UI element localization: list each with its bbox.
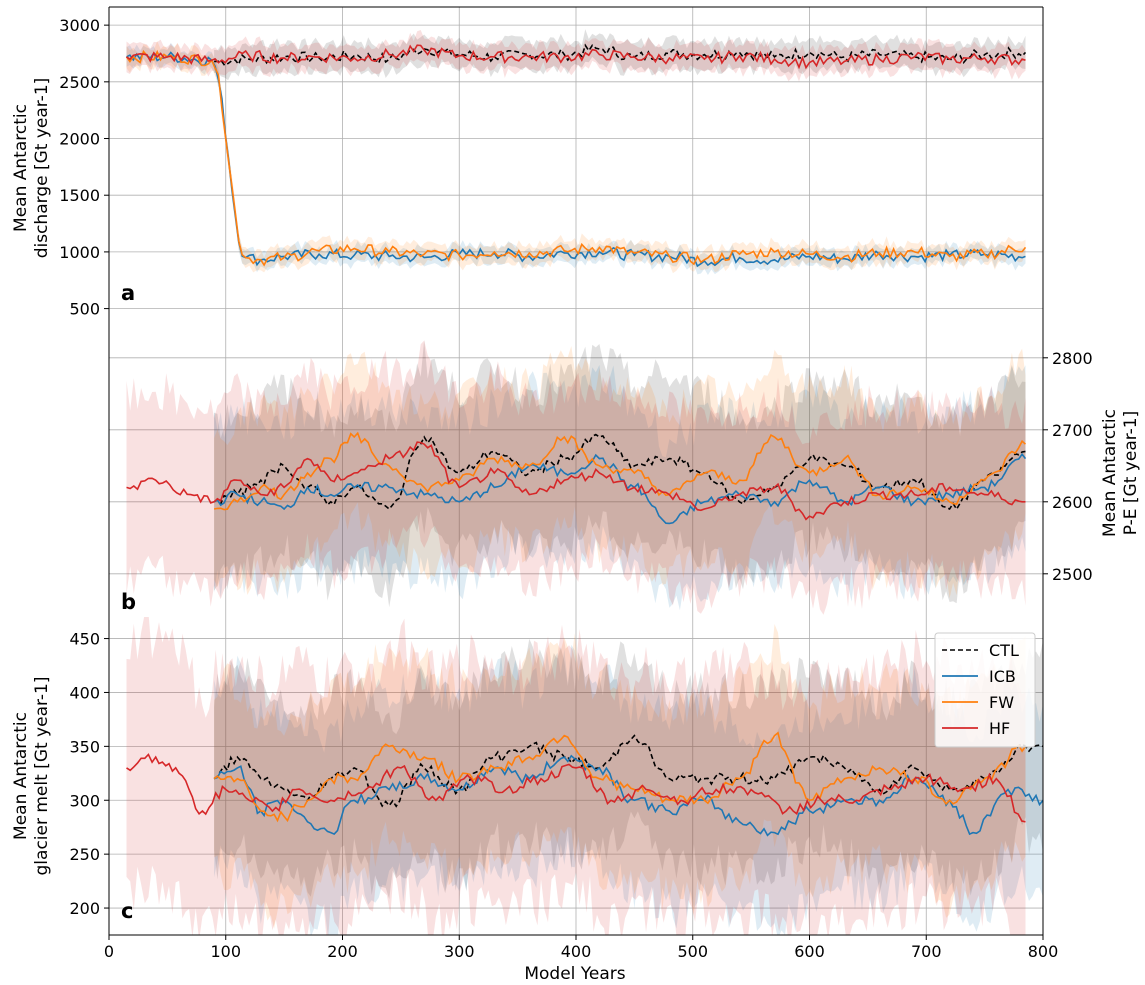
y-tick-label: 2600	[1052, 493, 1093, 512]
legend-entry-fw: FW	[942, 693, 1014, 712]
legend-label-hf: HF	[989, 719, 1010, 738]
x-tick-label: 700	[911, 942, 942, 961]
y-tick-label: 200	[69, 899, 100, 918]
band-ctl-b	[214, 339, 1026, 608]
x-tick-label: 400	[561, 942, 592, 961]
panel-letter-b: b	[121, 590, 136, 614]
legend-frame	[934, 632, 1036, 748]
panel-a: 500 1000 1500 2000 2500 3000 Mean Antarcticdis…	[11, 6, 1044, 329]
band-icb-c	[214, 644, 1043, 935]
panel-b-y-axis-label: Mean AntarcticP-E [Gt year-1]	[1100, 409, 1141, 537]
y-tick-label: 2800	[1052, 349, 1093, 368]
band-fw-a	[126, 41, 1026, 274]
x-tick-label: 200	[327, 942, 358, 961]
band-ctl-a	[214, 29, 1026, 81]
y-tick-label: 2000	[59, 130, 100, 149]
x-tick-label: 800	[1028, 942, 1059, 961]
y-axis-label-line: Mean Antarctic	[11, 712, 31, 840]
y-tick-label: 2500	[1052, 565, 1093, 584]
panel-c: 200 250 300 350 400 450 Mean Antarcticglacier …	[11, 617, 1044, 936]
y-tick-label: 350	[69, 737, 100, 756]
x-axis-label: Model Years	[524, 964, 625, 984]
band-icb-b	[214, 364, 1026, 611]
panel-b-plot-area	[126, 339, 1027, 615]
series-line-hf-b	[126, 441, 1026, 521]
y-tick-label: 300	[69, 791, 100, 810]
y-tick-label: 500	[69, 300, 100, 319]
panel-a-grid	[108, 7, 1044, 329]
x-tick-label: 100	[210, 942, 241, 961]
y-tick-label: 2500	[59, 73, 100, 92]
band-fw-c	[214, 624, 1026, 929]
legend-label-ctl: CTL	[989, 641, 1019, 660]
panel-c-plot-area	[126, 617, 1043, 935]
y-tick-label: 1500	[59, 186, 100, 205]
x-tick-label: 300	[444, 942, 475, 961]
band-hf-a	[126, 30, 1026, 82]
legend: CTL ICB FW HF	[934, 632, 1036, 748]
y-axis-label-line: glacier melt [Gt year-1]	[32, 677, 52, 876]
x-tick-label: 0	[104, 942, 114, 961]
y-tick-label: 400	[69, 683, 100, 702]
panel-c-y-axis-label: Mean Antarcticglacier melt [Gt year-1]	[11, 677, 52, 876]
y-tick-label: 2700	[1052, 421, 1093, 440]
legend-label-fw: FW	[989, 693, 1014, 712]
legend-label-icb: ICB	[989, 667, 1016, 686]
series-line-fw-c	[213, 731, 1027, 823]
legend-entry-hf: HF	[942, 719, 1010, 738]
series-line-hf-c	[126, 753, 1026, 823]
series-line-hf-a	[126, 44, 1026, 70]
y-tick-label: 450	[69, 630, 100, 649]
y-tick-label: 1000	[59, 243, 100, 262]
x-axis: Model Years	[524, 964, 625, 984]
panel-a-plot-area	[125, 29, 1027, 276]
panel-letter-a: a	[121, 281, 135, 305]
y-tick-label: 250	[69, 845, 100, 864]
x-tick-label: 600	[794, 942, 825, 961]
panel-letter-c: c	[121, 899, 133, 923]
legend-entry-ctl: CTL	[942, 641, 1019, 660]
y-axis-label-line: Mean Antarctic	[1100, 409, 1120, 537]
series-line-fw-a	[125, 49, 1027, 267]
y-axis-label-line: Mean Antarctic	[11, 104, 31, 232]
band-ctl-c	[214, 638, 1043, 900]
y-tick-label: 3000	[59, 16, 100, 35]
legend-entry-icb: ICB	[942, 667, 1016, 686]
band-icb-a	[126, 42, 1026, 276]
band-hf-c	[126, 617, 1026, 935]
y-axis-label-line: discharge [Gt year-1]	[32, 78, 52, 259]
series-line-fw-b	[213, 431, 1027, 511]
x-tick-label: 500	[677, 942, 708, 961]
series-line-icb-c	[213, 754, 1043, 837]
series-line-icb-a	[126, 50, 1026, 268]
panel-b: 2500 2600 2700 2800 Mean AntarcticP-E [Gt ye…	[108, 329, 1141, 617]
y-axis-label-line: P-E [Gt year-1]	[1121, 411, 1141, 535]
panel-a-y-axis-label: Mean Antarcticdischarge [Gt year-1]	[11, 78, 52, 259]
